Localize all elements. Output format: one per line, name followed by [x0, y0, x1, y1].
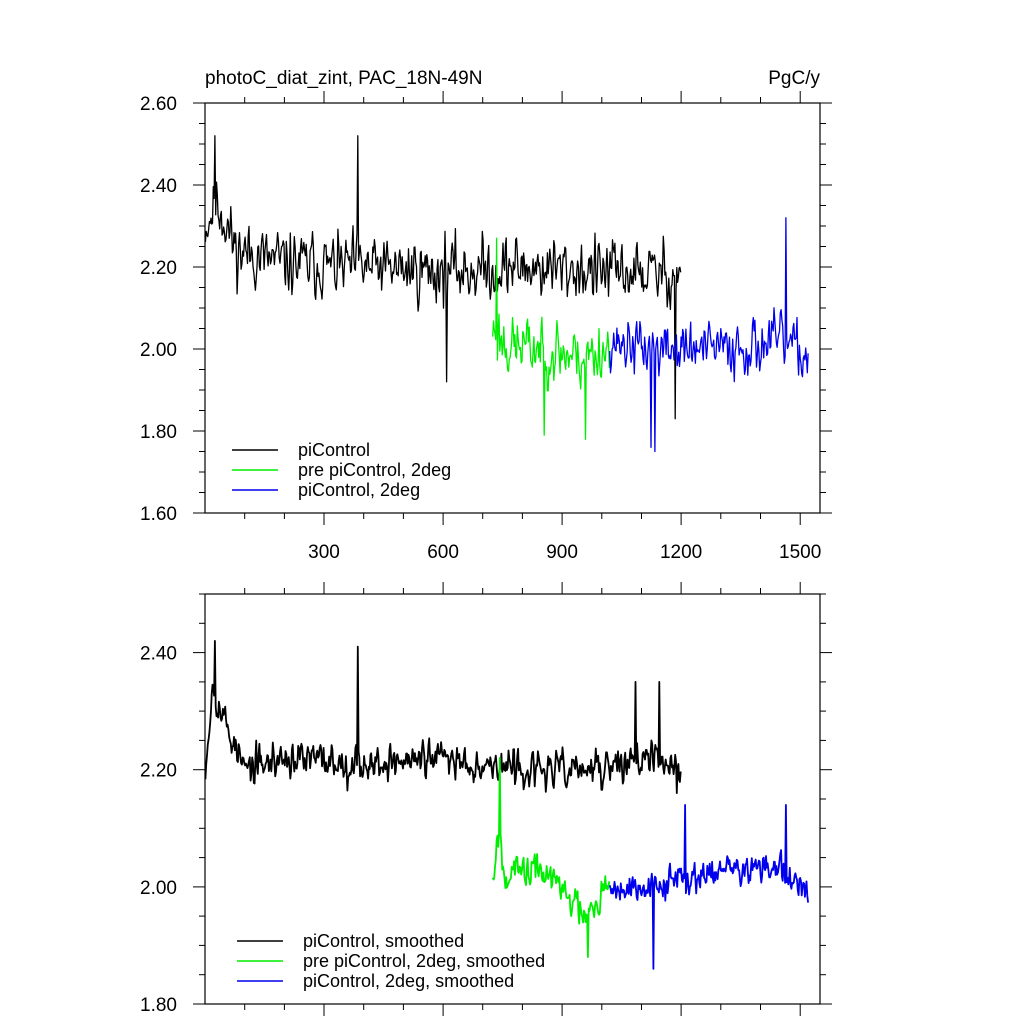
x-tick-label: 900 [546, 542, 578, 563]
x-tick-label: 1500 [779, 542, 821, 563]
chart-units: PgC/y [768, 68, 820, 89]
legend-label-1: piControl [298, 440, 370, 460]
series-line-2 [491, 757, 611, 958]
chart-title: photoC_diat_zint, PAC_18N-49N [205, 68, 482, 89]
legend-label-2: pre piControl, 2deg, smoothed [303, 951, 545, 971]
y-tick-label: 2.20 [140, 258, 177, 279]
y-tick-label: 2.20 [140, 761, 177, 782]
y-tick-label: 1.80 [140, 422, 177, 443]
y-tick-label: 2.00 [140, 878, 177, 899]
y-tick-label: 1.80 [140, 995, 177, 1016]
legend-label-1: piControl, smoothed [303, 931, 464, 951]
x-tick-label: 300 [308, 542, 340, 563]
x-tick-label: 1200 [660, 542, 702, 563]
y-tick-label: 2.40 [140, 644, 177, 665]
series-line-3 [608, 804, 809, 970]
y-tick-label: 1.60 [140, 504, 177, 525]
y-tick-label: 2.40 [140, 176, 177, 197]
legend-label-2: pre piControl, 2deg [298, 460, 451, 480]
series-line-1 [204, 640, 682, 794]
legend-label-3: piControl, 2deg [298, 480, 420, 500]
series-line-1 [204, 135, 682, 420]
y-tick-label: 2.60 [140, 94, 177, 115]
series-line-2 [492, 237, 610, 440]
legend-label-3: piControl, 2deg, smoothed [303, 971, 514, 991]
x-tick-label: 600 [427, 542, 459, 563]
plot-frame [204, 593, 821, 1005]
series-line-3 [609, 217, 809, 453]
top-panel: photoC_diat_zint, PAC_18N-49N PgC/y 1.60 1.… [140, 68, 832, 563]
y-tick-label: 2.00 [140, 340, 177, 361]
